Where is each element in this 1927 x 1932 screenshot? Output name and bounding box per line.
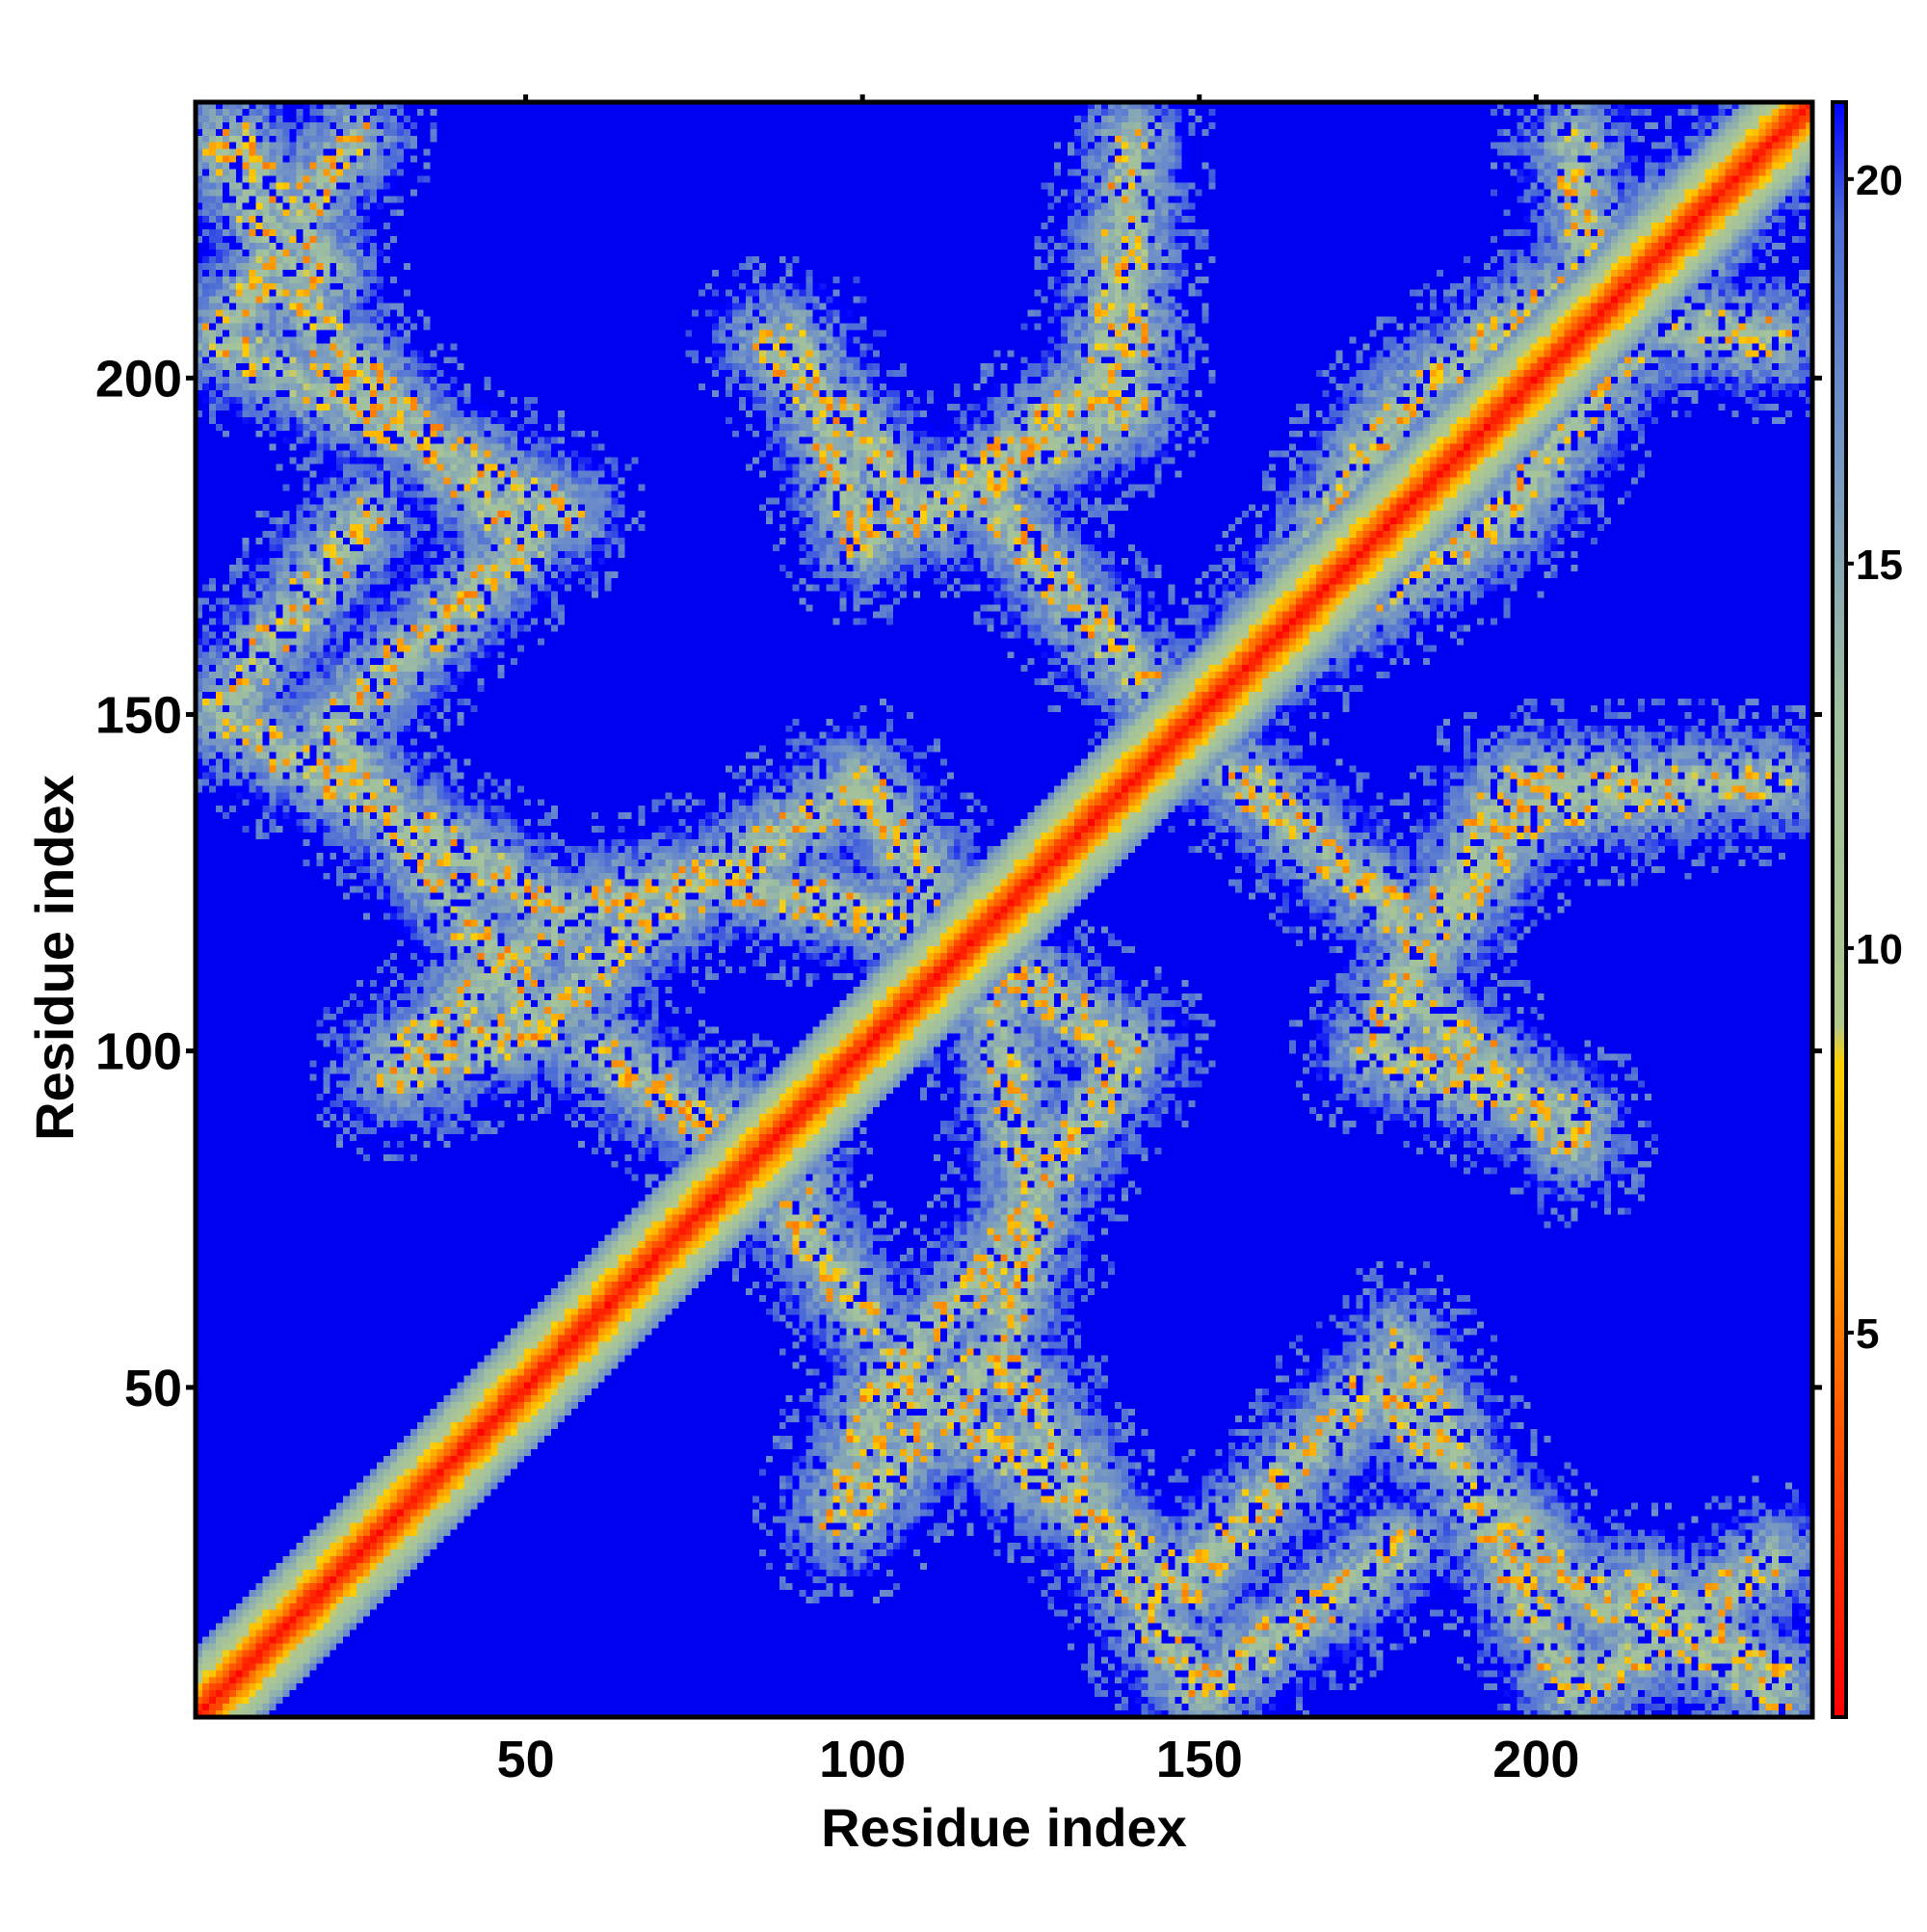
y-axis: 50 100 150 200 — [95, 350, 1822, 1417]
y-axis-title: Residue index — [24, 775, 85, 1141]
y-tick-label-150: 150 — [95, 686, 182, 744]
plot-frame — [193, 99, 1815, 1720]
x-tick-label-50: 50 — [497, 1731, 555, 1788]
heatmap — [196, 102, 1812, 1717]
colorbar-tick-label-20: 20 — [1856, 157, 1903, 204]
colorbar-tick-label-15: 15 — [1856, 542, 1903, 589]
x-axis-title: Residue index — [821, 1797, 1187, 1858]
y-tick-label-200: 200 — [95, 350, 182, 408]
x-tick-label-200: 200 — [1492, 1731, 1579, 1788]
colorbar-tick-label-5: 5 — [1856, 1310, 1879, 1358]
x-tick-label-150: 150 — [1156, 1731, 1243, 1788]
x-axis: 50 100 150 200 — [497, 94, 1579, 1788]
x-tick-label-100: 100 — [819, 1731, 906, 1788]
colorbar-gradient — [1831, 100, 1848, 1719]
colorbar-tick-label-10: 10 — [1856, 926, 1903, 973]
colorbar: 5 10 15 20 — [1831, 100, 1903, 1719]
y-tick-label-50: 50 — [124, 1360, 182, 1417]
heatmap-cells — [196, 102, 1812, 1717]
y-tick-label-100: 100 — [95, 1023, 182, 1081]
